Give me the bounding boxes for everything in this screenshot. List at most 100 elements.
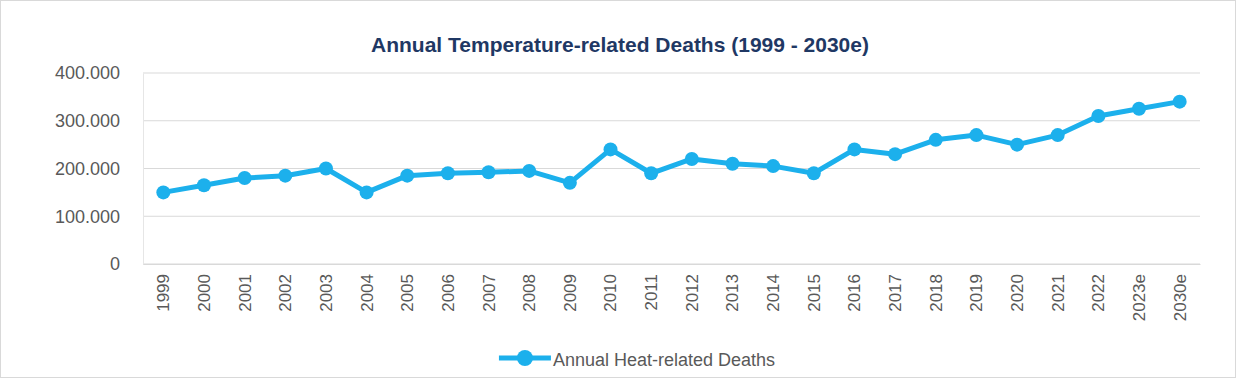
x-tick-label: 1999 bbox=[154, 274, 173, 312]
x-tick-label: 2009 bbox=[561, 274, 580, 312]
x-tick-label: 2001 bbox=[236, 274, 255, 312]
x-tick-label: 2006 bbox=[439, 274, 458, 312]
series-marker bbox=[522, 164, 536, 178]
x-tick: 2007 bbox=[480, 264, 499, 312]
x-tick-label: 2004 bbox=[358, 274, 377, 312]
x-tick-label: 2019 bbox=[967, 274, 986, 312]
series-marker bbox=[807, 166, 821, 180]
y-tick: 400.000 bbox=[55, 63, 143, 83]
x-tick: 2018 bbox=[927, 264, 946, 312]
series-line bbox=[163, 102, 1179, 193]
grid-line bbox=[143, 216, 1200, 217]
chart-frame bbox=[1, 1, 1236, 378]
y-tick-label: 200.000 bbox=[55, 159, 120, 179]
x-tick: 1999 bbox=[154, 264, 173, 312]
x-tick: 2020 bbox=[1008, 264, 1027, 312]
title: Annual Temperature-related Deaths (1999 … bbox=[371, 33, 869, 56]
series-marker bbox=[888, 147, 902, 161]
series-marker bbox=[725, 157, 739, 171]
x-tick: 2001 bbox=[236, 264, 255, 312]
y-tick-label: 0 bbox=[110, 254, 120, 274]
x-tick-label: 2030e bbox=[1171, 274, 1190, 321]
x-tick: 2015 bbox=[805, 264, 824, 312]
x-axis-line bbox=[144, 264, 1201, 265]
x-tick-label: 2007 bbox=[480, 274, 499, 312]
y-tick: 200.000 bbox=[55, 159, 143, 179]
y-axis-line bbox=[143, 74, 144, 265]
series-marker bbox=[644, 166, 658, 180]
series-marker bbox=[400, 169, 414, 183]
x-tick: 2016 bbox=[845, 264, 864, 312]
series-marker bbox=[1173, 95, 1187, 109]
x-tick-label: 2015 bbox=[805, 274, 824, 312]
x-tick: 2012 bbox=[683, 264, 702, 312]
x-tick: 2011 bbox=[642, 264, 661, 311]
series-marker bbox=[604, 142, 618, 156]
x-tick-label: 2002 bbox=[276, 274, 295, 312]
chart: Annual Temperature-related Deaths (1999 … bbox=[0, 0, 1236, 378]
x-tick: 2014 bbox=[764, 264, 783, 312]
grid-line bbox=[143, 73, 1200, 74]
x-tick-label: 2010 bbox=[601, 274, 620, 312]
x-tick-label: 2000 bbox=[195, 274, 214, 312]
x-tick-label: 2017 bbox=[886, 274, 905, 312]
x-axis: 1999 2000 2001 2002 2003 2004 2005 2006 2007 2008… bbox=[144, 264, 1201, 321]
series-marker bbox=[685, 152, 699, 166]
x-tick: 2004 bbox=[358, 264, 377, 312]
x-tick-label: 2014 bbox=[764, 274, 783, 312]
series-marker bbox=[156, 185, 170, 199]
series-marker bbox=[319, 162, 333, 176]
grid-line bbox=[143, 264, 1200, 265]
x-tick: 2017 bbox=[886, 264, 905, 312]
x-tick-label: 2012 bbox=[683, 274, 702, 312]
y-tick-label: 100.000 bbox=[55, 207, 120, 227]
x-tick: 2006 bbox=[439, 264, 458, 312]
series-marker bbox=[1010, 138, 1024, 152]
x-tick-label: 2003 bbox=[317, 274, 336, 312]
y-axis: 0 100.000 200.000 300.000 400.000 bbox=[55, 63, 144, 274]
series-marker bbox=[197, 178, 211, 192]
series-marker bbox=[969, 128, 983, 142]
x-tick: 2030e bbox=[1171, 264, 1190, 321]
x-tick-label: 2023e bbox=[1130, 274, 1149, 321]
grid bbox=[143, 73, 1200, 264]
y-tick-label: 400.000 bbox=[55, 63, 120, 83]
grid-line bbox=[143, 120, 1200, 121]
series-marker bbox=[1132, 102, 1146, 116]
series-marker bbox=[1091, 109, 1105, 123]
series-marker bbox=[482, 165, 496, 179]
y-tick: 300.000 bbox=[55, 111, 143, 131]
x-tick-label: 2020 bbox=[1008, 274, 1027, 312]
x-tick: 2008 bbox=[520, 264, 539, 312]
series-marker bbox=[766, 159, 780, 173]
x-tick-label: 2008 bbox=[520, 274, 539, 312]
y-tick: 100.000 bbox=[55, 207, 143, 227]
x-tick-label: 2022 bbox=[1089, 274, 1108, 312]
x-tick: 2022 bbox=[1089, 264, 1108, 312]
x-tick: 2019 bbox=[967, 264, 986, 312]
x-tick: 2002 bbox=[276, 264, 295, 312]
series-marker bbox=[563, 176, 577, 190]
series-marker bbox=[278, 169, 292, 183]
y-tick: 0 bbox=[110, 254, 143, 274]
legend-label: Annual Heat-related Deaths bbox=[553, 350, 775, 370]
x-tick-label: 2016 bbox=[845, 274, 864, 312]
series-marker bbox=[360, 185, 374, 199]
x-tick-label: 2018 bbox=[927, 274, 946, 312]
x-tick-label: 2011 bbox=[642, 274, 661, 311]
data-area bbox=[156, 95, 1186, 200]
x-tick-label: 2013 bbox=[723, 274, 742, 312]
x-tick: 2009 bbox=[561, 264, 580, 312]
x-tick: 2003 bbox=[317, 264, 336, 312]
plot: 0 100.000 200.000 300.000 400.000 1999 2000 200… bbox=[55, 63, 1201, 321]
x-tick: 2013 bbox=[723, 264, 742, 312]
x-tick: 2010 bbox=[601, 264, 620, 312]
series-marker bbox=[238, 171, 252, 185]
x-tick: 2023e bbox=[1130, 264, 1149, 321]
x-tick-label: 2021 bbox=[1049, 274, 1068, 312]
x-tick: 2005 bbox=[398, 264, 417, 312]
series-marker bbox=[847, 142, 861, 156]
x-tick-label: 2005 bbox=[398, 274, 417, 312]
x-tick: 2021 bbox=[1049, 264, 1068, 312]
legend-marker bbox=[517, 350, 533, 366]
